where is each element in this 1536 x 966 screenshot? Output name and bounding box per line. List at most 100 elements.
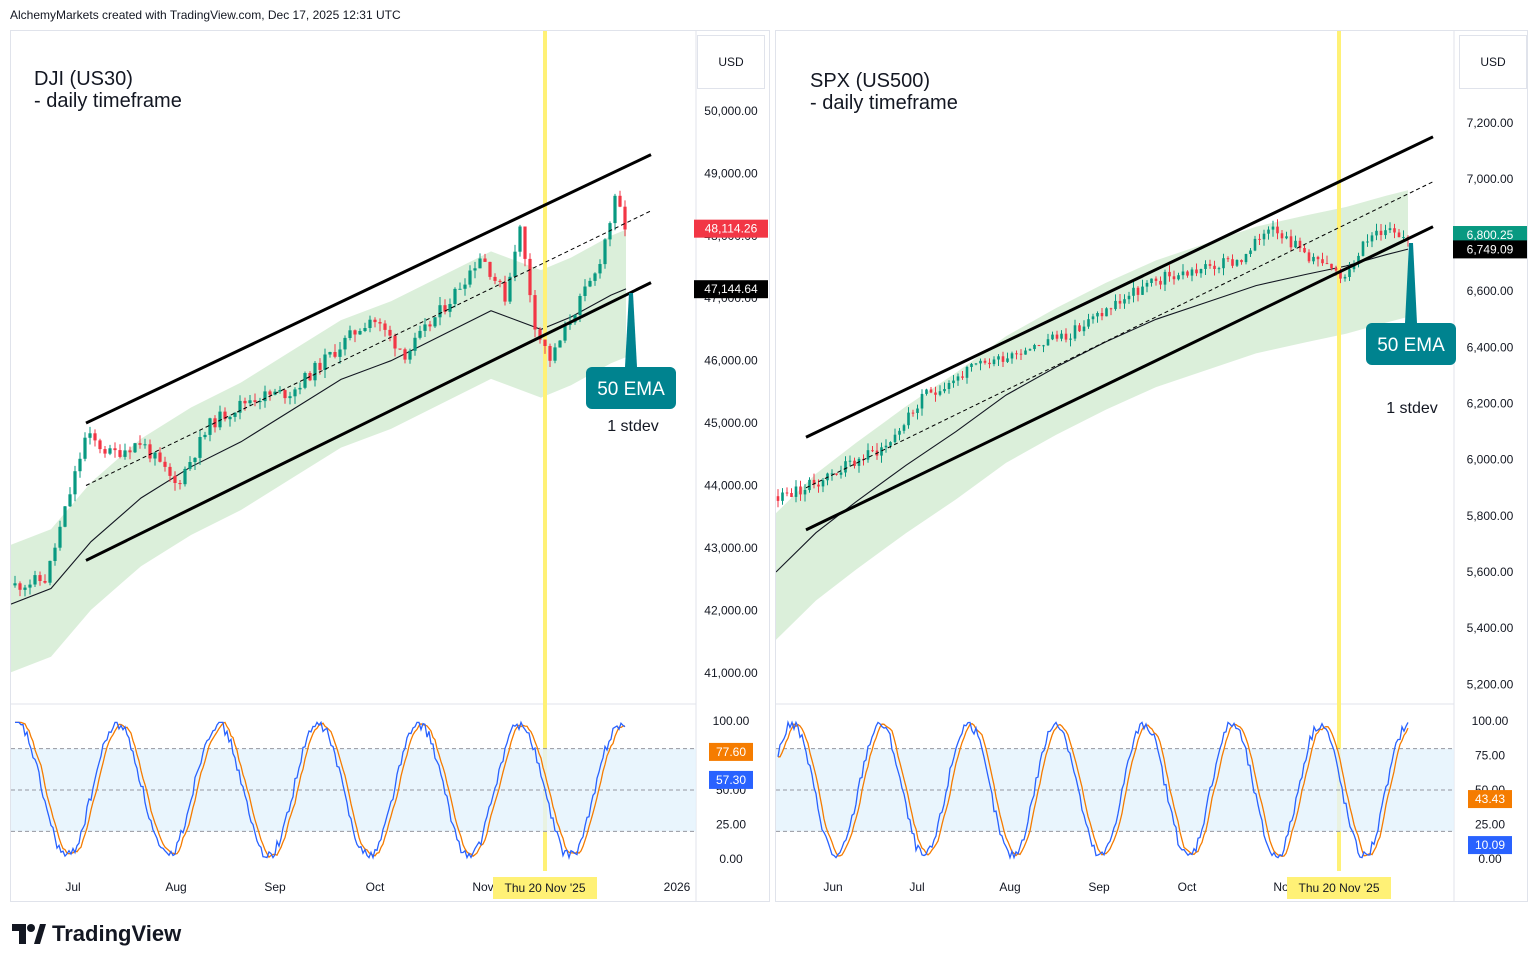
candle-body <box>1195 269 1198 274</box>
spx-price-label: 6,749.09 <box>1467 242 1514 256</box>
dji-chart-panel[interactable]: 50,000.0049,000.0048,000.0047,000.0046,0… <box>10 30 770 902</box>
candle-body <box>1253 238 1257 251</box>
candle-body <box>543 339 547 346</box>
candle-body <box>148 444 152 459</box>
dji-ema-line <box>11 288 627 605</box>
candle-body <box>428 324 432 327</box>
candle-body <box>1393 228 1396 233</box>
spx-ytick-label: 6,600.00 <box>1467 284 1514 298</box>
spx-chart-panel[interactable]: 7,200.007,000.006,800.006,600.006,400.00… <box>775 30 1528 902</box>
candle-body <box>233 412 237 417</box>
dji-ytick-label: 44,000.00 <box>704 479 758 493</box>
candle-body <box>598 264 602 274</box>
candle-body <box>188 462 192 469</box>
candle-body <box>378 322 382 324</box>
candle-body <box>1240 260 1243 263</box>
candle-body <box>1397 232 1401 238</box>
candle-body <box>288 396 292 399</box>
spx-channel-line-2 <box>805 225 1434 532</box>
candle-body <box>1163 271 1167 285</box>
candle-body <box>533 295 537 330</box>
candle-body <box>453 288 457 304</box>
candle-body <box>493 276 497 281</box>
candle-body <box>563 325 567 341</box>
candle-body <box>438 305 442 318</box>
candle-body <box>1262 233 1266 240</box>
candle-body <box>1330 263 1333 268</box>
candle-body <box>1280 233 1284 239</box>
candle-body <box>1064 333 1068 340</box>
candle-body <box>1325 263 1329 265</box>
dji-stoch-label: 77.60 <box>716 745 746 759</box>
candle-body <box>979 360 982 364</box>
dji-stoch-ytick: 25.00 <box>716 818 746 832</box>
candle-body <box>1046 339 1050 346</box>
candle-body <box>808 479 811 491</box>
candle-body <box>970 363 973 367</box>
candle-body <box>812 479 816 485</box>
dji-xtick-label: Jul <box>65 880 80 894</box>
spx-ema-line <box>776 248 1409 573</box>
candle-body <box>1231 259 1234 266</box>
candle-body <box>1141 286 1144 295</box>
candle-body <box>1217 268 1221 270</box>
candle-body <box>168 466 172 476</box>
candle-body <box>1087 319 1090 327</box>
spx-xtick-label: Oct <box>1178 880 1197 894</box>
dji-chart-title: DJI (US30) - daily timeframe <box>34 68 182 112</box>
candle-body <box>934 392 937 395</box>
candle-body <box>538 329 542 340</box>
dji-stoch-label-bg <box>709 770 753 789</box>
candle-body <box>1339 270 1342 279</box>
candle-body <box>73 471 77 495</box>
candle-body <box>1271 226 1275 230</box>
candle-body <box>1019 353 1023 355</box>
candle-body <box>408 350 412 360</box>
spx-currency-badge[interactable]: USD <box>1459 35 1527 89</box>
candle-body <box>839 472 843 475</box>
candle-body <box>1015 353 1018 355</box>
candle-body <box>323 354 327 370</box>
dji-currency-badge[interactable]: USD <box>697 35 765 89</box>
spx-ytick-label: 7,200.00 <box>1467 116 1514 130</box>
dji-channel-line-1 <box>85 153 652 425</box>
candle-body <box>866 450 870 460</box>
candle-body <box>1033 345 1036 350</box>
candle-body <box>1001 356 1005 362</box>
spx-date-badge-bg <box>1287 877 1391 899</box>
candle-body <box>183 468 187 485</box>
dji-ema-callout-text: 50 EMA <box>597 379 665 400</box>
candle-body <box>363 328 367 331</box>
candle-body <box>988 362 991 365</box>
candle-body <box>781 492 784 501</box>
candle-body <box>383 323 387 330</box>
candle-body <box>1172 276 1176 280</box>
tradingview-logo[interactable]: TradingView <box>12 920 181 948</box>
dji-chart-canvas[interactable]: 50,000.0049,000.0048,000.0047,000.0046,0… <box>11 31 769 901</box>
candle-body <box>1352 263 1356 270</box>
candle-body <box>343 337 347 350</box>
candle-body <box>1357 255 1360 264</box>
candle-body <box>1226 258 1230 260</box>
candle-body <box>956 376 960 381</box>
candle-body <box>1384 230 1387 236</box>
candle-body <box>1307 252 1311 262</box>
candle-body <box>468 270 472 285</box>
candle-body <box>28 584 32 588</box>
candle-body <box>938 391 942 395</box>
candle-body <box>473 268 477 271</box>
spx-chart-canvas[interactable]: 7,200.007,000.006,800.006,600.006,400.00… <box>776 31 1527 901</box>
candle-body <box>393 335 397 349</box>
candle-body <box>618 195 622 207</box>
candle-body <box>83 437 87 459</box>
candle-body <box>488 261 492 277</box>
candle-body <box>298 387 302 390</box>
dji-ema-callout-pointer <box>625 293 637 367</box>
spx-ytick-label: 6,000.00 <box>1467 453 1514 467</box>
dji-xtick-label: 2026 <box>664 880 691 894</box>
candle-body <box>902 425 906 431</box>
candle-body <box>448 304 452 312</box>
candle-body <box>1294 240 1297 248</box>
candle-body <box>1348 269 1351 277</box>
dji-date-badge-bg <box>493 877 597 899</box>
